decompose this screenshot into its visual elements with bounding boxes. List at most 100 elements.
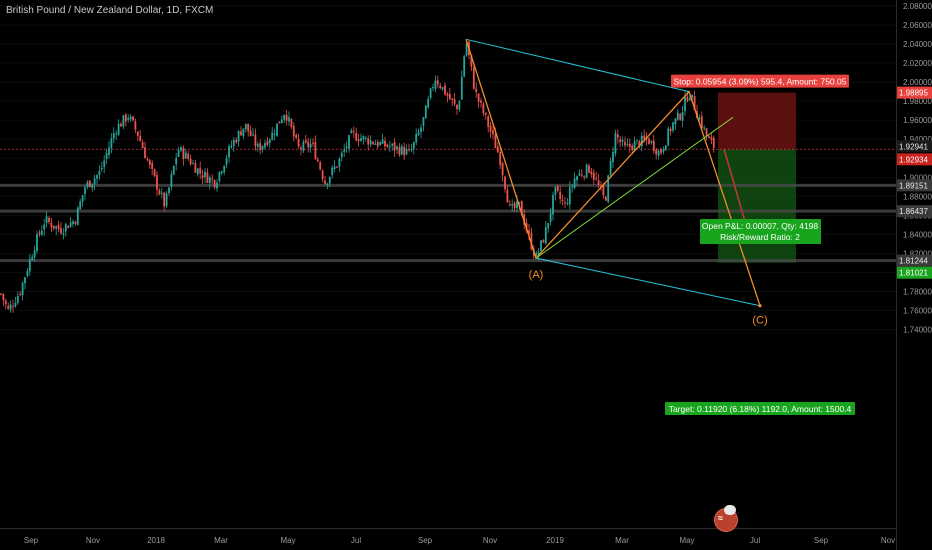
candle-body (693, 95, 696, 111)
candle-body (326, 183, 329, 186)
candle-body (427, 98, 430, 108)
candle-body (492, 130, 494, 135)
candle-body (417, 131, 420, 135)
level2-price-tag: 1.86437 (899, 207, 928, 216)
candle-body (237, 131, 240, 142)
candle-body (208, 177, 211, 184)
candle-body (24, 277, 26, 284)
open-pnl-label: Open P&L: 0.00007, Qty: 4198 (702, 221, 819, 231)
candle-body (146, 158, 149, 161)
candle-body (590, 171, 593, 175)
candle-body (57, 224, 60, 230)
candle-body (213, 180, 216, 188)
candle-body (285, 114, 288, 121)
candle-body (470, 54, 473, 67)
y-tick-label: 1.90000 (903, 173, 932, 182)
candle-body (607, 175, 610, 202)
time-axis[interactable]: Sep Nov 2018 Mar May Jul Sep Nov 2019 Mar May Jul Se… (24, 536, 895, 545)
candle-body (172, 165, 175, 175)
candle-body (187, 153, 190, 159)
candle-body (460, 76, 463, 100)
candle-body (64, 224, 67, 232)
candle-body (60, 228, 62, 234)
time-axis-divider (0, 528, 896, 529)
candle-body (336, 166, 338, 168)
candle-body (420, 127, 422, 132)
candle-body (98, 171, 101, 176)
pnl-label-box (700, 219, 821, 244)
candle-body (184, 152, 187, 159)
channel-lower-line[interactable] (535, 257, 761, 307)
current-price-tag: 1.92941 (899, 142, 928, 151)
candle-body (79, 201, 82, 210)
candle-body (86, 182, 89, 187)
candle-body (235, 140, 238, 143)
candle-body (304, 139, 307, 143)
candle-body (290, 119, 293, 128)
risk-reward-label: Risk/Reward Ratio: 2 (720, 232, 800, 242)
candle-body (319, 162, 322, 170)
candle-body (424, 105, 427, 119)
candle-body (280, 119, 283, 124)
candle-body (232, 140, 235, 146)
horizontal-levels[interactable] (0, 148, 896, 263)
candle-body (578, 173, 581, 176)
x-tick-label: Mar (214, 536, 228, 545)
uptrend-line[interactable] (535, 116, 734, 259)
candle-body (324, 180, 326, 184)
candle-body (568, 187, 571, 205)
level3-price-tag: 1.81244 (899, 257, 928, 266)
candle-body (141, 142, 144, 149)
channel-upper-line[interactable] (465, 38, 690, 93)
candle-body (276, 123, 278, 136)
candle-body (360, 138, 362, 142)
candle-body (182, 147, 185, 159)
candle-body (343, 149, 346, 152)
x-tick-label: May (280, 536, 295, 545)
logo-badge-icon (724, 505, 736, 515)
abc-pattern-line[interactable] (465, 39, 761, 306)
candle-body (604, 196, 607, 201)
candle-body (144, 147, 146, 159)
candle-body (211, 178, 214, 180)
candle-body (192, 163, 194, 165)
candle-body (664, 145, 667, 151)
candle-body (530, 232, 533, 250)
candle-body (367, 138, 370, 145)
x-tick-label: Sep (418, 536, 433, 545)
candle-body (50, 222, 53, 228)
candle-body (705, 128, 708, 137)
candle-body (175, 158, 178, 165)
target-label: Target: 0.11920 (6.18%) 1192.0, Amount: … (669, 404, 852, 414)
candle-body (573, 178, 576, 188)
candle-body (429, 88, 432, 98)
candle-body (0, 293, 2, 295)
candle-body (165, 193, 168, 206)
candle-body (657, 150, 660, 156)
candle-body (189, 158, 192, 165)
candle-body (544, 227, 547, 244)
candle-body (432, 87, 434, 89)
candle-body (48, 218, 50, 223)
candle-body (504, 176, 506, 190)
candle-body (100, 167, 103, 170)
target-price-tag: 1.81021 (899, 269, 928, 278)
candle-body (520, 201, 523, 216)
candle-body (681, 112, 684, 121)
candle-body (410, 149, 413, 151)
stop-price-tag-tag (896, 86, 932, 99)
candle-body (264, 142, 266, 148)
candle-body (244, 123, 247, 130)
candle-body (309, 143, 312, 148)
price-axis[interactable]: 2.08000 2.06000 2.04000 2.02000 2.00000 1.980… (896, 2, 932, 335)
candle-body (564, 202, 566, 204)
candle-body (676, 112, 679, 120)
target-label-box (665, 402, 855, 415)
candle-body (566, 203, 569, 205)
y-tick-label: 2.02000 (903, 59, 932, 68)
point-a-label: (A) (529, 269, 544, 281)
candle-body (307, 141, 310, 148)
y-tick-label: 2.08000 (903, 2, 932, 11)
candle-body (196, 168, 199, 175)
